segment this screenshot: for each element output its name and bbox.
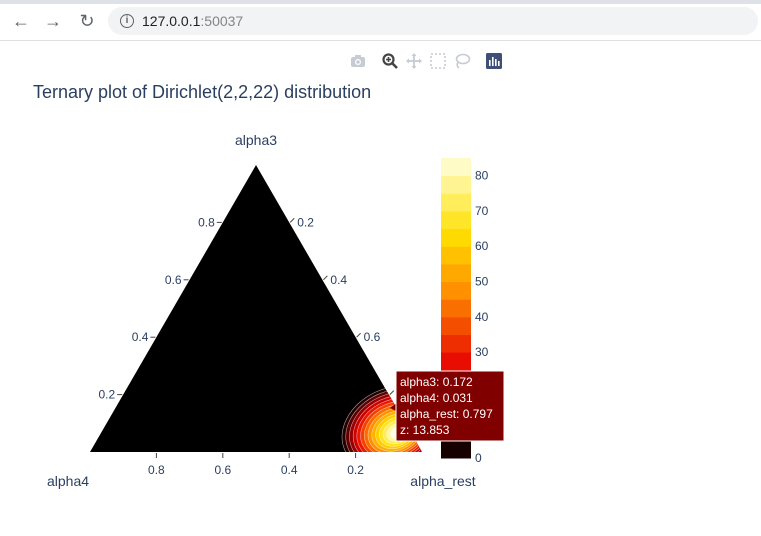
axis-c-tick-label: 0.8 [397,388,414,402]
contour-level [364,404,422,452]
axis-b-title: alpha4 [47,473,89,489]
contour-level [352,395,422,452]
contour-level [341,385,422,452]
colorbar-segment [441,246,471,265]
axis-a-tick-label: 0.8 [198,215,215,229]
lasso-icon[interactable] [453,52,471,70]
hover-tooltip: alpha3: 0.172 alpha4: 0.031 alpha_rest: 0.… [390,370,505,442]
axis-b-tick-label: 0.2 [347,463,364,477]
arrow-right-icon: → [44,10,62,31]
contour-level [386,422,409,442]
axis-c-tick [356,332,361,338]
axis-c-tick [323,275,328,281]
hover-line: alpha4: 0.031 [400,391,473,405]
hover-box [395,370,505,442]
colorbar: 0 30 40 50 60 70 80 [441,158,489,465]
axis-a-tick-label: 0.2 [99,388,116,402]
plotly-logo-icon[interactable] [485,52,503,70]
url-port: :50037 [200,13,244,29]
colorbar-tick-label: 0 [475,451,482,465]
contour-group [341,385,422,452]
axis-c-tick-label: 0.6 [364,330,381,344]
box-select-icon[interactable] [429,52,447,70]
colorbar-tick-label: 60 [475,239,489,253]
axis-c-tick-label: 0.2 [297,215,314,229]
contour-level [367,407,422,452]
info-icon: i [120,14,134,28]
arrow-left-icon: ← [12,10,30,31]
camera-icon[interactable] [349,52,367,70]
colorbar-segment [441,193,471,212]
browser-toolbar: ← → ↻ i 127.0.0.1:50037 [0,0,761,41]
colorbar-segment [441,405,471,424]
axis-b-tick-label: 0.8 [148,463,165,477]
url-host: 127.0.0.1 [142,13,201,29]
hover-line: alpha3: 0.172 [400,375,473,389]
colorbar-segment [441,175,471,194]
contour-level [345,388,422,452]
zoom-icon[interactable] [381,52,399,70]
contour-level [371,410,421,452]
back-button[interactable]: ← [10,10,32,32]
contour-level [390,425,407,440]
contour-level [378,416,415,447]
tab-strip [0,0,761,4]
pan-icon[interactable] [405,52,423,70]
reload-button[interactable]: ↻ [76,10,98,32]
axis-a-title: alpha3 [235,132,277,148]
address-bar[interactable]: i 127.0.0.1:50037 [108,7,758,35]
colorbar-segment [441,334,471,353]
ternary-background [90,165,422,452]
axis-a-tick-label: 0.6 [165,273,182,287]
colorbar-segment [441,210,471,230]
colorbar-segment [441,387,471,406]
colorbar-segment [441,263,471,283]
colorbar-segment [441,352,471,371]
url-text: 127.0.0.1:50037 [142,13,243,29]
colorbar-segment [441,440,471,459]
axis-b-tick-label: 0.4 [281,463,298,477]
contour-level [349,391,422,452]
colorbar-segment [441,369,471,388]
colorbar-segment [441,228,471,247]
reload-icon: ↻ [79,10,95,31]
contour-level [356,398,422,452]
colorbar-segment [441,299,471,318]
forward-button[interactable]: → [42,10,64,32]
colorbar-tick-label: 30 [475,345,489,359]
axis-b-tick-label: 0.6 [214,463,231,477]
colorbar-segment [441,158,471,177]
colorbar-tick-label: 70 [475,204,489,218]
colorbar-segment [441,316,471,335]
hover-line: z: 13.853 [400,423,450,437]
chart-title: Ternary plot of Dirichlet(2,2,22) distri… [33,82,372,102]
colorbar-tick-label: 80 [475,169,489,183]
tick-group: 0.2 0.2 0.2 0.4 0.4 0.4 0.6 0.6 0.6 0.8 0.8 0.8 [99,215,414,477]
colorbar-tick-label: 50 [475,275,489,289]
contour-level [360,401,422,452]
colorbar-segment [441,281,471,300]
contour-level [382,419,412,445]
hover-pointer [390,402,398,412]
axis-c-title: alpha_rest [410,473,475,489]
axis-a-tick-label: 0.4 [132,330,149,344]
axis-c-tick [289,218,295,223]
contour-level [375,413,418,450]
colorbar-segment [441,422,471,441]
hover-line: alpha_rest: 0.797 [400,407,493,421]
axis-c-tick-label: 0.4 [330,273,347,287]
axis-c-tick [389,390,395,395]
colorbar-tick-label: 40 [475,310,489,324]
